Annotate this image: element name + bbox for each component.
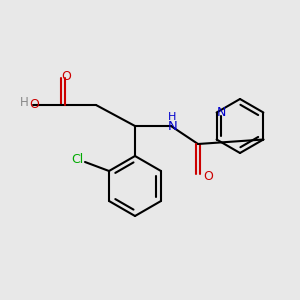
Text: H: H [20,95,28,109]
Text: H: H [168,112,177,122]
Text: N: N [168,119,177,133]
Text: N: N [216,106,226,119]
Text: Cl: Cl [71,152,84,166]
Text: O: O [30,98,39,112]
Text: O: O [61,70,71,83]
Text: O: O [204,170,213,184]
